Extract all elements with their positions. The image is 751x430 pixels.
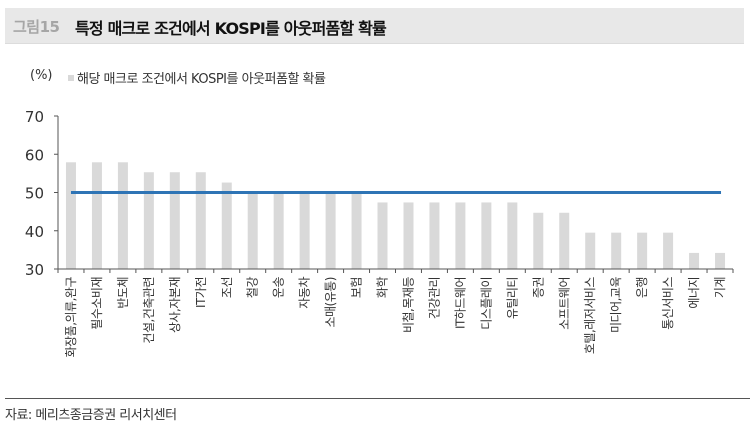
x-tick-label: 에너지 bbox=[687, 277, 701, 309]
bar bbox=[689, 252, 700, 269]
x-tick-label: 건설,건축관련 bbox=[142, 277, 156, 344]
y-tick-label: 50 bbox=[25, 185, 44, 203]
bar bbox=[533, 212, 544, 269]
y-tick-label: 30 bbox=[25, 261, 44, 279]
bar bbox=[663, 232, 674, 269]
figure-number: 그림15 bbox=[13, 18, 60, 36]
bar bbox=[247, 192, 258, 269]
bar bbox=[221, 182, 232, 269]
x-tick-label: 자동차 bbox=[298, 277, 312, 309]
x-tick-label: 미디어,교육 bbox=[609, 277, 623, 333]
bar bbox=[637, 232, 648, 269]
legend: 해당 매크로 조건에서 KOSPI를 아웃퍼폼할 확률 bbox=[68, 68, 326, 87]
bar bbox=[195, 172, 206, 269]
y-tick-label: 60 bbox=[25, 146, 44, 164]
legend-swatch-icon bbox=[68, 74, 74, 81]
x-tick-label: IT하드웨어 bbox=[453, 277, 467, 329]
x-tick-label: 철강 bbox=[246, 277, 260, 299]
source-note: 자료: 메리츠종금증권 리서치센터 bbox=[5, 408, 177, 423]
x-tick-label: 보험 bbox=[350, 277, 364, 298]
x-tick-label: 유틸리티 bbox=[505, 277, 519, 319]
bar-chart: 30 40 50 60 70 화장품,의류,완구 필수소비재 반도체 건설,건축관련 상사,자본재… bbox=[25, 108, 734, 358]
chart-title: 특정 매크로 조건에서 KOSPI를 아웃퍼폼할 확률 bbox=[75, 19, 387, 38]
x-tick-label: 상사,자본재 bbox=[168, 277, 182, 333]
bar bbox=[117, 162, 128, 269]
x-tick-label: 조선 bbox=[220, 277, 234, 298]
bar bbox=[507, 202, 518, 269]
bar bbox=[403, 202, 414, 269]
bar bbox=[65, 162, 76, 269]
x-tick-label: 소매(유통) bbox=[324, 277, 338, 328]
x-tick-label: IT가전 bbox=[194, 277, 208, 308]
bar bbox=[585, 232, 596, 269]
bar bbox=[715, 252, 726, 269]
x-tick-label: 기계 bbox=[713, 277, 727, 298]
x-tick-label: 필수소비재 bbox=[90, 277, 104, 330]
x-tick-label: 통신서비스 bbox=[661, 277, 675, 330]
y-axis-unit: (%) bbox=[30, 68, 53, 83]
bar bbox=[91, 162, 102, 269]
bar bbox=[273, 192, 284, 269]
bar bbox=[429, 202, 440, 269]
x-tick-label: 반도체 bbox=[116, 277, 130, 309]
x-tick-label: 건강관리 bbox=[427, 277, 441, 319]
x-tick-label: 비철,목재등 bbox=[401, 277, 415, 333]
bar bbox=[169, 172, 180, 269]
bar bbox=[559, 212, 570, 269]
x-tick-label: 화장품,의류,완구 bbox=[64, 277, 78, 358]
y-tick-label: 70 bbox=[25, 108, 44, 126]
bar bbox=[481, 202, 492, 269]
bar bbox=[299, 192, 310, 269]
bar bbox=[325, 192, 336, 269]
bar bbox=[377, 202, 388, 269]
x-tick-label: 은행 bbox=[634, 277, 649, 298]
y-tick-label: 40 bbox=[25, 223, 44, 241]
bar bbox=[455, 202, 466, 269]
bar bbox=[351, 192, 362, 269]
x-tick-label: 운송 bbox=[272, 277, 286, 299]
x-tick-label: 화학 bbox=[376, 277, 390, 299]
x-tick-label: 증권 bbox=[531, 277, 545, 298]
x-tick-label: 디스플레이 bbox=[479, 277, 493, 330]
footer-divider bbox=[5, 398, 750, 399]
x-tick-label: 호텔,레저서비스 bbox=[583, 277, 597, 355]
legend-label: 해당 매크로 조건에서 KOSPI를 아웃퍼폼할 확률 bbox=[77, 72, 326, 87]
bar bbox=[143, 172, 154, 269]
figure-header: 그림15 특정 매크로 조건에서 KOSPI를 아웃퍼폼할 확률 bbox=[5, 8, 744, 44]
x-tick-label: 소프트웨어 bbox=[557, 277, 571, 330]
bar bbox=[611, 232, 622, 269]
